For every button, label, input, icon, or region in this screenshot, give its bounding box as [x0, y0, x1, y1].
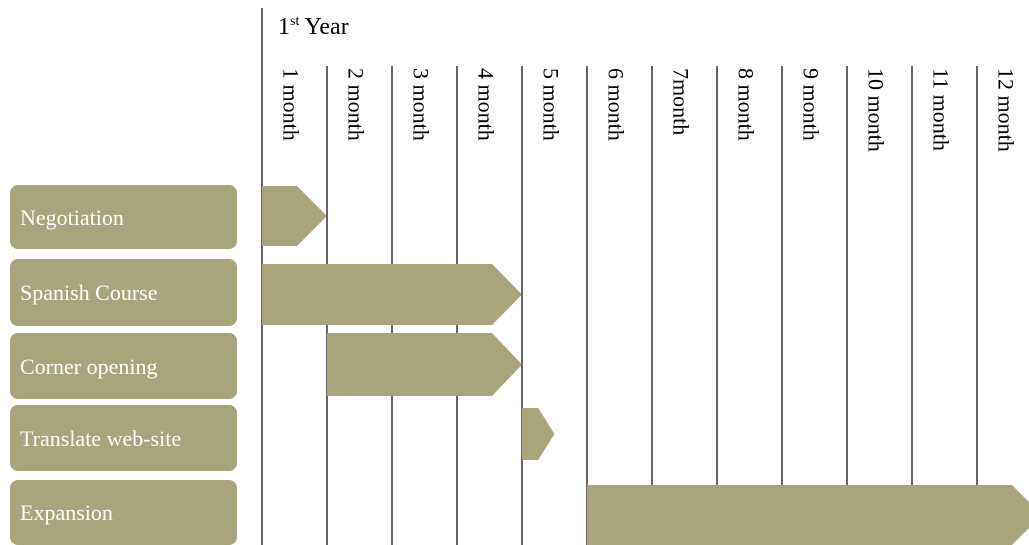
month-label: 7month [668, 68, 693, 135]
month-label: 4 month [473, 68, 498, 141]
task-label-box: Expansion [10, 480, 237, 545]
task-label-box: Negotiation [10, 185, 237, 249]
month-label: 8 month [733, 68, 758, 141]
month-label: 5 month [538, 68, 563, 141]
task-label: Negotiation [20, 204, 124, 230]
task-label-box: Spanish Course [10, 259, 237, 326]
year-number: 1 [278, 14, 290, 40]
task-label: Spanish Course [20, 280, 158, 305]
task-bar [262, 264, 522, 325]
month-label: 12 month [993, 68, 1018, 152]
task-label: Translate web-site [20, 425, 182, 451]
month-label: 3 month [408, 68, 433, 141]
task-bar [327, 333, 522, 396]
month-label: 2 month [343, 68, 368, 141]
task-label-box: Corner opening [10, 333, 237, 399]
month-label: 6 month [603, 68, 628, 141]
task-label: Corner opening [20, 353, 158, 379]
year-word: Year [304, 14, 349, 40]
task-bar [522, 408, 555, 460]
month-label: 9 month [798, 68, 823, 141]
task-bar [262, 186, 327, 246]
month-label: 1 month [278, 68, 303, 141]
month-label: 11 month [928, 68, 953, 151]
year-suffix: st [290, 14, 300, 29]
year-header: 1st Year [278, 14, 349, 41]
task-label-box: Translate web-site [10, 405, 237, 471]
month-label: 10 month [863, 68, 888, 152]
task-label: Expansion [20, 500, 113, 525]
task-bar [587, 485, 1029, 545]
